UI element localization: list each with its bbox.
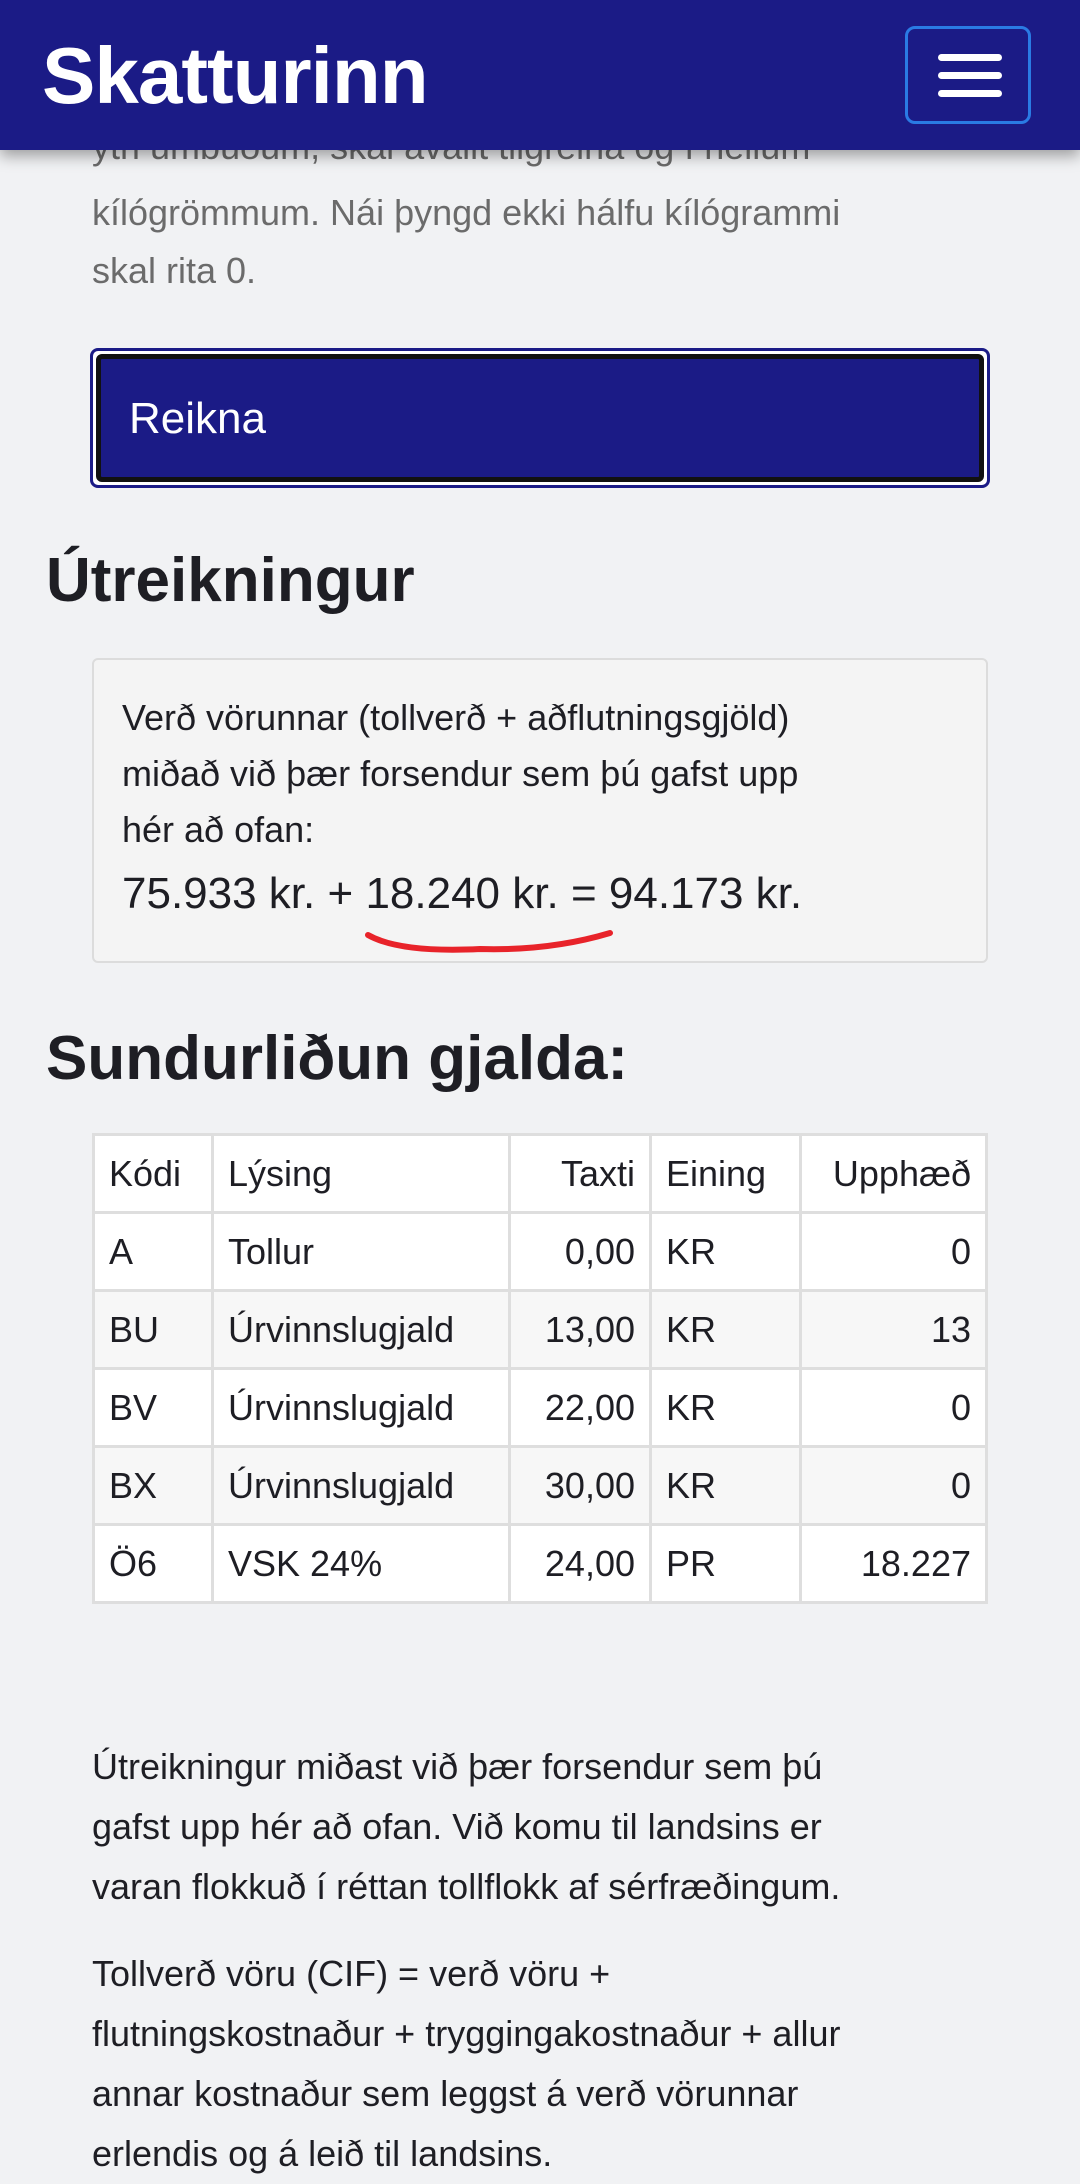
- calculate-button[interactable]: Reikna: [90, 348, 990, 488]
- amount-cell: 13: [799, 1289, 988, 1370]
- rate-cell: 22,00: [508, 1367, 652, 1448]
- intro-line: skal rita 0.: [92, 250, 257, 291]
- note-line: Útreikningur miðast við þær forsendur se…: [92, 1746, 823, 1787]
- note-line: gafst upp hér að ofan. Við komu til land…: [92, 1806, 822, 1847]
- description-cell: VSK 24%: [211, 1523, 511, 1604]
- unit-cell: KR: [649, 1289, 802, 1370]
- column-header: Taxti: [508, 1133, 652, 1214]
- code-cell: A: [92, 1211, 214, 1292]
- result-box: Verð vörunnar (tollverð + aðflutningsgjö…: [92, 658, 988, 963]
- table-row: BX Úrvinnslugjald 30,00 KR 0: [92, 1445, 988, 1526]
- amount-cell: 18.227: [799, 1523, 988, 1604]
- menu-button[interactable]: [905, 26, 1031, 124]
- column-header: Lýsing: [211, 1133, 511, 1214]
- rate-cell: 24,00: [508, 1523, 652, 1604]
- note-paragraph: Tollverð vöru (CIF) = verð vöru + flutni…: [92, 1944, 992, 2184]
- import-fees-value: 18.240 kr.: [365, 869, 559, 918]
- unit-cell: KR: [649, 1211, 802, 1292]
- fees-table: Kódi Lýsing Taxti Eining Upphæð A Tollur 0…: [92, 1133, 988, 1604]
- code-cell: BV: [92, 1367, 214, 1448]
- plus-sign: +: [327, 869, 354, 918]
- intro-line: kílógrömmum. Nái þyngd ekki hálfu kílógr…: [92, 192, 841, 233]
- result-formula: 75.933 kr. + 18.240 kr. = 94.173 kr.: [122, 860, 958, 928]
- column-header: Eining: [649, 1133, 802, 1214]
- result-text: hér að ofan:: [122, 809, 315, 850]
- note-line: erlendis og á leið til landsins.: [92, 2133, 553, 2174]
- total-value: 94.173 kr.: [608, 869, 803, 918]
- result-text: Verð vörunnar (tollverð + aðflutningsgjö…: [122, 697, 790, 738]
- customs-value: 75.933 kr.: [122, 869, 316, 918]
- table-row: BV Úrvinnslugjald 22,00 KR 0: [92, 1367, 988, 1448]
- rate-cell: 13,00: [508, 1289, 652, 1370]
- equals-sign: =: [570, 869, 597, 918]
- note-line: Tollverð vöru (CIF) = verð vöru +: [92, 1953, 611, 1994]
- code-cell: BU: [92, 1289, 214, 1370]
- hamburger-icon: [938, 72, 1002, 79]
- unit-cell: KR: [649, 1445, 802, 1526]
- unit-cell: PR: [649, 1523, 802, 1604]
- calculate-button-label: Reikna: [96, 354, 984, 482]
- code-cell: BX: [92, 1445, 214, 1526]
- table-header-row: Kódi Lýsing Taxti Eining Upphæð: [92, 1133, 988, 1214]
- hamburger-icon: [938, 54, 1002, 61]
- description-cell: Úrvinnslugjald: [211, 1445, 511, 1526]
- amount-cell: 0: [799, 1211, 988, 1292]
- note-line: varan flokkuð í réttan tollflokk af sérf…: [92, 1866, 841, 1907]
- rate-cell: 0,00: [508, 1211, 652, 1292]
- code-cell: Ö6: [92, 1523, 214, 1604]
- table-row: A Tollur 0,00 KR 0: [92, 1211, 988, 1292]
- amount-cell: 0: [799, 1367, 988, 1448]
- skatturinn-logo[interactable]: Skatturinn: [42, 31, 429, 120]
- result-heading: Útreikningur: [46, 546, 415, 615]
- unit-cell: KR: [649, 1367, 802, 1448]
- description-cell: Úrvinnslugjald: [211, 1367, 511, 1448]
- description-cell: Úrvinnslugjald: [211, 1289, 511, 1370]
- hamburger-icon: [938, 90, 1002, 97]
- result-text: miðað við þær forsendur sem þú gafst upp: [122, 753, 799, 794]
- site-header: Skatturinn: [0, 0, 1080, 150]
- note-line: annar kostnaður sem leggst á verð vörunn…: [92, 2073, 799, 2114]
- table-row: Ö6 VSK 24% 24,00 PR 18.227: [92, 1523, 988, 1604]
- note-line: flutningskostnaður + tryggingakostnaður …: [92, 2013, 841, 2054]
- column-header: Kódi: [92, 1133, 214, 1214]
- amount-cell: 0: [799, 1445, 988, 1526]
- column-header: Upphæð: [799, 1133, 988, 1214]
- red-underline-annotation: [365, 930, 613, 953]
- table-row: BU Úrvinnslugjald 13,00 KR 13: [92, 1289, 988, 1370]
- note-paragraph: Útreikningur miðast við þær forsendur se…: [92, 1737, 992, 1917]
- description-cell: Tollur: [211, 1211, 511, 1292]
- rate-cell: 30,00: [508, 1445, 652, 1526]
- breakdown-heading: Sundurliðun gjalda:: [46, 1024, 629, 1093]
